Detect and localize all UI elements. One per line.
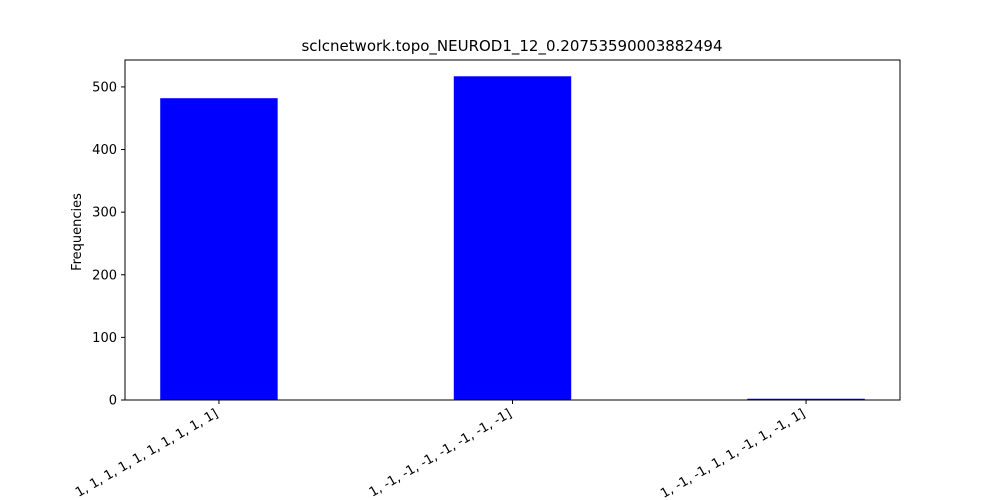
y-tick-label: 0 <box>109 394 117 409</box>
y-tick-label: 100 <box>92 331 117 346</box>
chart-title: sclcnetwork.topo_NEUROD1_12_0.2075359000… <box>301 37 722 56</box>
y-axis-label: Frequencies <box>70 193 85 271</box>
bar <box>453 76 572 401</box>
y-tick-label: 200 <box>92 268 117 283</box>
plot-frame <box>124 59 901 401</box>
bar <box>747 398 865 400</box>
y-tick-label: 400 <box>92 143 117 158</box>
y-tick-label: 300 <box>92 206 117 221</box>
y-tick-label: 500 <box>92 80 117 95</box>
bar <box>160 98 278 400</box>
